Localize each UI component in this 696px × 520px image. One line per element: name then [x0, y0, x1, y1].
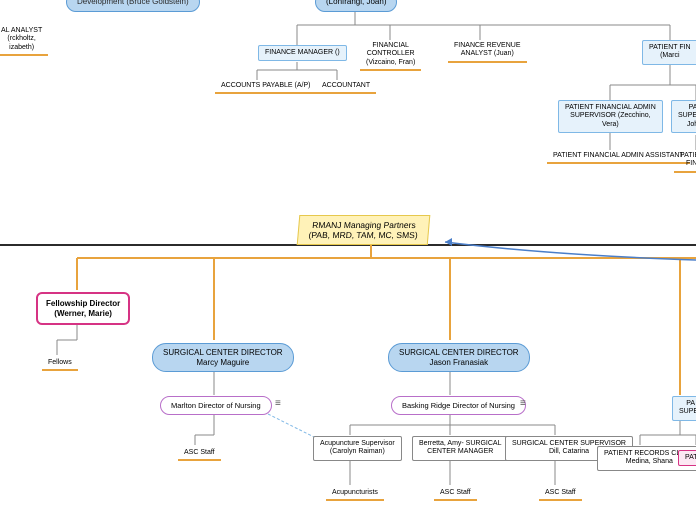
node-scd-jason[interactable]: SURGICAL CENTER DIRECTOR Jason Franasiak: [388, 343, 530, 372]
node-scd-marcy[interactable]: SURGICAL CENTER DIRECTOR Marcy Maguire: [152, 343, 294, 372]
node-pfa-supervisor[interactable]: PATIENT FINANCIAL ADMIN SUPERVISOR (Zecc…: [558, 100, 663, 133]
node-lonfrangi[interactable]: (Lonfrangi, Joan): [315, 0, 397, 12]
node-pa-super[interactable]: PA SUPEF: [672, 396, 696, 421]
node-asc-staff-3[interactable]: ASC Staff: [539, 487, 582, 501]
node-pat-sup-johnson[interactable]: PATIE SUPERVISC Johnso: [671, 100, 696, 133]
node-al-analyst[interactable]: AL ANALYST (rckholtz, izabeth): [0, 25, 48, 56]
node-fin-revenue[interactable]: FINANCE REVENUE ANALYST (Juan): [448, 40, 527, 63]
node-asc-staff-1[interactable]: ASC Staff: [178, 447, 221, 461]
node-patient-finc[interactable]: PATIENT FINC: [674, 150, 696, 173]
icon-notes-marlton: ≡: [275, 398, 281, 409]
node-basking-nursing[interactable]: Basking Ridge Director of Nursing: [391, 396, 526, 415]
node-fin-controller[interactable]: FINANCIAL CONTROLLER (Vizcaino, Fran): [360, 40, 421, 71]
node-marlton-nursing[interactable]: Marlton Director of Nursing: [160, 396, 272, 415]
node-acupuncturists[interactable]: Acupuncturists: [326, 487, 384, 501]
node-root[interactable]: RMANJ Managing Partners (PAB, MRD, TAM, …: [297, 215, 431, 245]
node-finance-manager[interactable]: FINANCE MANAGER (): [258, 45, 347, 61]
node-accountant[interactable]: ACCOUNTANT: [316, 80, 376, 94]
node-fellowship-director[interactable]: Fellowship Director (Werner, Marie): [36, 292, 130, 325]
node-patien-box[interactable]: PATIEN: [678, 450, 696, 466]
icon-notes-basking: ≡: [520, 398, 526, 409]
node-fellows[interactable]: Fellows: [42, 357, 78, 371]
node-pfa-assistant[interactable]: PATIENT FINANCIAL ADMIN ASSISTANT: [547, 150, 690, 164]
node-berretta[interactable]: Berretta, Amy- SURGICAL CENTER MANAGER: [412, 436, 508, 461]
node-acu-supervisor[interactable]: Acupuncture Supervisor (Carolyn Raiman): [313, 436, 402, 461]
node-dev-bruce[interactable]: Development (Bruce Goldstein): [66, 0, 200, 12]
node-accounts-payable[interactable]: ACCOUNTS PAYABLE (A/P): [215, 80, 316, 94]
node-asc-staff-2[interactable]: ASC Staff: [434, 487, 477, 501]
node-patient-fin-marci[interactable]: PATIENT FIN (Marci: [642, 40, 696, 65]
